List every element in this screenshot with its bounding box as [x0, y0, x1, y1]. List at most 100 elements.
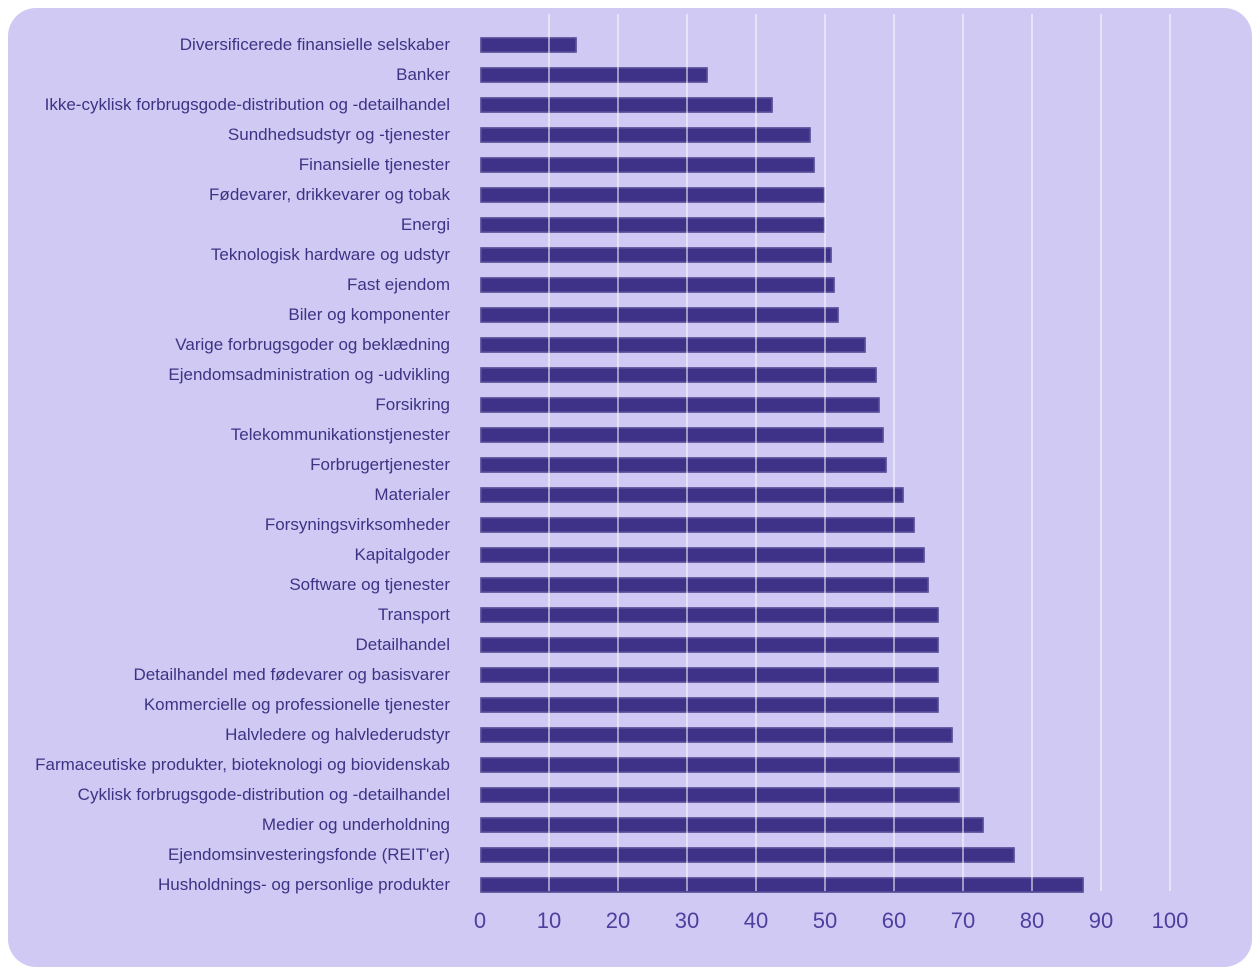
- bar-row: Ejendomsinvesteringsfonde (REIT'er): [8, 840, 1252, 870]
- category-label: Ejendomsadministration og -udvikling: [168, 365, 450, 385]
- bar-row: Transport: [8, 600, 1252, 630]
- bar: [480, 847, 1015, 863]
- bar: [480, 157, 815, 173]
- bar-row: Materialer: [8, 480, 1252, 510]
- category-label: Biler og komponenter: [288, 305, 450, 325]
- category-label: Medier og underholdning: [261, 815, 450, 835]
- category-label: Kapitalgoder: [354, 545, 450, 565]
- bar: [480, 67, 708, 83]
- bar-row: Kapitalgoder: [8, 540, 1252, 570]
- bar: [480, 397, 881, 413]
- bar-row: Diversificerede finansielle selskaber: [8, 30, 1252, 60]
- category-label: Diversificerede finansielle selskaber: [179, 35, 450, 55]
- bar: [480, 247, 832, 263]
- bar-row: Teknologisk hardware og udstyr: [8, 240, 1252, 270]
- bar: [480, 427, 884, 443]
- bar-row: Detailhandel: [8, 630, 1252, 660]
- bar-row: Varige forbrugsgoder og beklædning: [8, 330, 1252, 360]
- bar: [480, 547, 926, 563]
- category-label: Forsyningsvirksomheder: [264, 515, 450, 535]
- x-tick-label: 60: [881, 908, 907, 933]
- x-tick-label: 50: [812, 908, 838, 933]
- bar: [480, 457, 888, 473]
- bar: [480, 877, 1084, 893]
- category-label: Detailhandel med fødevarer og basisvarer: [133, 665, 450, 685]
- bar: [480, 97, 774, 113]
- category-label: Detailhandel: [355, 635, 450, 655]
- bar-row: Banker: [8, 60, 1252, 90]
- bar: [480, 217, 825, 233]
- x-tick-label: 70: [950, 908, 976, 933]
- bar-row: Fast ejendom: [8, 270, 1252, 300]
- x-tick-label: 20: [605, 908, 631, 933]
- category-label: Forbrugertjenester: [310, 455, 450, 475]
- bar-row: Ejendomsadministration og -udvikling: [8, 360, 1252, 390]
- category-label: Finansielle tjenester: [298, 155, 450, 175]
- category-label: Fast ejendom: [347, 275, 450, 295]
- category-label: Cyklisk forbrugsgode-distribution og -de…: [77, 785, 450, 805]
- bar-row: Finansielle tjenester: [8, 150, 1252, 180]
- bar-row: Telekommunikationstjenester: [8, 420, 1252, 450]
- bar: [480, 817, 984, 833]
- bar: [480, 277, 836, 293]
- bar: [480, 637, 939, 653]
- bar-row: Forbrugertjenester: [8, 450, 1252, 480]
- category-label: Kommercielle og professionelle tjenester: [143, 695, 450, 715]
- bar-row: Energi: [8, 210, 1252, 240]
- category-label: Halvledere og halvlederudstyr: [225, 725, 450, 745]
- bar: [480, 367, 877, 383]
- bar-row: Halvledere og halvlederudstyr: [8, 720, 1252, 750]
- category-label: Sundhedsudstyr og -tjenester: [227, 125, 450, 145]
- category-label: Ikke-cyklisk forbrugsgode-distribution o…: [44, 95, 450, 115]
- category-label: Forsikring: [375, 395, 450, 415]
- category-label: Husholdnings- og personlige produkter: [157, 875, 450, 895]
- chart-card: Diversificerede finansielle selskaber Ban…: [8, 8, 1252, 967]
- bar: [480, 697, 939, 713]
- category-label: Energi: [400, 215, 450, 235]
- bar: [480, 787, 960, 803]
- bar: [480, 37, 577, 53]
- category-label: Transport: [377, 605, 450, 625]
- category-label: Software og tjenester: [289, 575, 450, 595]
- bar: [480, 187, 825, 203]
- category-label: Materialer: [374, 485, 450, 505]
- category-label: Ejendomsinvesteringsfonde (REIT'er): [168, 845, 450, 865]
- bar-row: Forsyningsvirksomheder: [8, 510, 1252, 540]
- bar: [480, 757, 960, 773]
- category-label: Banker: [396, 65, 450, 85]
- bar: [480, 727, 953, 743]
- bar: [480, 307, 839, 323]
- bar: [480, 337, 867, 353]
- x-tick-label: 40: [743, 908, 769, 933]
- bar: [480, 487, 905, 503]
- category-label: Teknologisk hardware og udstyr: [210, 245, 450, 265]
- bar-row: Cyklisk forbrugsgode-distribution og -de…: [8, 780, 1252, 810]
- category-label: Telekommunikationstjenester: [230, 425, 450, 445]
- bar-row: Farmaceutiske produkter, bioteknologi og…: [8, 750, 1252, 780]
- bar: [480, 577, 929, 593]
- bar-row: Ikke-cyklisk forbrugsgode-distribution o…: [8, 90, 1252, 120]
- category-label: Farmaceutiske produkter, bioteknologi og…: [35, 755, 450, 775]
- bar: [480, 667, 939, 683]
- bar-row: Biler og komponenter: [8, 300, 1252, 330]
- bar-row: Husholdnings- og personlige produkter: [8, 870, 1252, 900]
- x-tick-label: 0: [473, 908, 487, 933]
- bar-row: Software og tjenester: [8, 570, 1252, 600]
- bar: [480, 517, 915, 533]
- bar-row: Medier og underholdning: [8, 810, 1252, 840]
- bar: [480, 127, 812, 143]
- bar-row: Kommercielle og professionelle tjenester: [8, 690, 1252, 720]
- category-label: Fødevarer, drikkevarer og tobak: [209, 185, 450, 205]
- bar: [480, 607, 939, 623]
- bar-row: Detailhandel med fødevarer og basisvarer: [8, 660, 1252, 690]
- x-tick-label: 90: [1088, 908, 1114, 933]
- bar-row: Fødevarer, drikkevarer og tobak: [8, 180, 1252, 210]
- x-tick-label: 30: [674, 908, 700, 933]
- x-tick-label: 10: [536, 908, 562, 933]
- bar-row: Forsikring: [8, 390, 1252, 420]
- bar-rows: Diversificerede finansielle selskaber Ban…: [8, 30, 1252, 900]
- x-tick-label: 100: [1151, 908, 1189, 933]
- x-tick-label: 80: [1019, 908, 1045, 933]
- bar-row: Sundhedsudstyr og -tjenester: [8, 120, 1252, 150]
